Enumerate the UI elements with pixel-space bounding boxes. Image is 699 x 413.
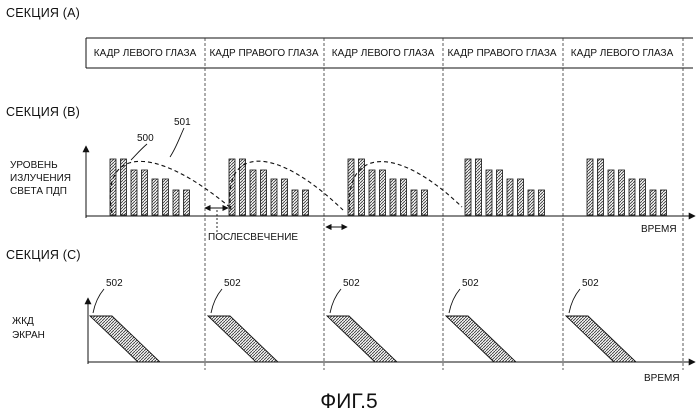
pdp-bar [142, 170, 148, 215]
section-c-title: СЕКЦИЯ (С) [6, 248, 81, 262]
lcd-time-label: ВРЕМЯ [644, 373, 680, 384]
pdp-bar [282, 179, 288, 215]
pdp-bar [598, 159, 604, 215]
ref-502-label: 502 [224, 278, 241, 289]
ref-502-leader [569, 289, 580, 313]
lcd-response-shape [446, 316, 516, 362]
pdp-bar [411, 190, 417, 215]
pdp-bar [661, 190, 667, 215]
pdp-bar [422, 190, 428, 215]
frame-label-1: КАДР ЛЕВОГО ГЛАЗА [94, 48, 197, 59]
ref-500-label: 500 [137, 133, 154, 144]
lcd-response-shape [566, 316, 636, 362]
pdp-bar [152, 179, 158, 215]
section-a-title: СЕКЦИЯ (А) [6, 6, 80, 20]
pdp-bar [476, 159, 482, 215]
pdp-bar [380, 170, 386, 215]
frame-label-4: КАДР ПРАВОГО ГЛАЗА [447, 48, 556, 59]
ref-502-label: 502 [582, 278, 599, 289]
figure-caption: ФИГ.5 [320, 390, 377, 413]
pdp-ylabel-line-3: СВЕТА ПДП [10, 186, 67, 197]
ref-501-label: 501 [174, 117, 191, 128]
pdp-bar [587, 159, 593, 215]
frame-label-3: КАДР ЛЕВОГО ГЛАЗА [332, 48, 435, 59]
pdp-bar [619, 170, 625, 215]
lcd-response-shape [208, 316, 278, 362]
pdp-bar [359, 159, 365, 215]
pdp-bar [292, 190, 298, 215]
ref-502-label: 502 [106, 278, 123, 289]
lcd-ylabel-line-1: ЖКД [12, 316, 34, 327]
pdp-bar [608, 170, 614, 215]
lcd-response-shape [90, 316, 160, 362]
ref-502-label: 502 [462, 278, 479, 289]
pdp-bar [121, 159, 127, 215]
pdp-ylabel-line-2: ИЗЛУЧЕНИЯ [10, 173, 71, 184]
pdp-bar [110, 159, 116, 215]
afterglow-label: ПОСЛЕСВЕЧЕНИЕ [208, 232, 298, 243]
pdp-bar [250, 170, 256, 215]
pdp-bar [271, 179, 277, 215]
pdp-bar [507, 179, 513, 215]
frame-strip: КАДР ЛЕВОГО ГЛАЗА КАДР ПРАВОГО ГЛАЗА КАД… [86, 38, 693, 68]
lcd-response-shape [327, 316, 397, 362]
pdp-time-label: ВРЕМЯ [641, 224, 677, 235]
frame-label-2: КАДР ПРАВОГО ГЛАЗА [209, 48, 318, 59]
ref-502-leader [211, 289, 222, 313]
pdp-bar [528, 190, 534, 215]
pdp-bar [629, 179, 635, 215]
lcd-response-shapes: 502 502 502 502 502 [90, 278, 636, 362]
pdp-bar [184, 190, 190, 215]
pdp-bar [539, 190, 545, 215]
pdp-bar [486, 170, 492, 215]
pdp-bar [261, 170, 267, 215]
pdp-bar [518, 179, 524, 215]
pdp-bar [650, 190, 656, 215]
pdp-bar [390, 179, 396, 215]
ref-502-leader [449, 289, 460, 313]
ref-502-leader [330, 289, 341, 313]
pdp-emission-bars [110, 159, 667, 215]
lcd-ylabel-line-2: ЭКРАН [12, 330, 45, 341]
ref-502-leader [93, 289, 104, 313]
pdp-bar [465, 159, 471, 215]
pdp-bar [173, 190, 179, 215]
pdp-bar [497, 170, 503, 215]
reference-501: 501 [170, 117, 191, 157]
pdp-bar [303, 190, 309, 215]
pdp-bar [163, 179, 169, 215]
pdp-bar [640, 179, 646, 215]
reference-500: 500 [131, 133, 154, 160]
pdp-ylabel-line-1: УРОВЕНЬ [10, 160, 58, 171]
pdp-bar [369, 170, 375, 215]
frame-label-5: КАДР ЛЕВОГО ГЛАЗА [571, 48, 674, 59]
ref-502-label: 502 [343, 278, 360, 289]
section-b-title: СЕКЦИЯ (В) [6, 105, 80, 119]
pdp-bar [401, 179, 407, 215]
pdp-bar [131, 170, 137, 215]
